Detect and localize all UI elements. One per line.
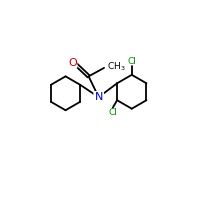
Text: Cl: Cl [127,57,136,66]
Text: O: O [68,58,77,68]
Text: N: N [94,92,103,102]
Text: CH$_3$: CH$_3$ [107,60,126,73]
Text: Cl: Cl [108,108,117,117]
